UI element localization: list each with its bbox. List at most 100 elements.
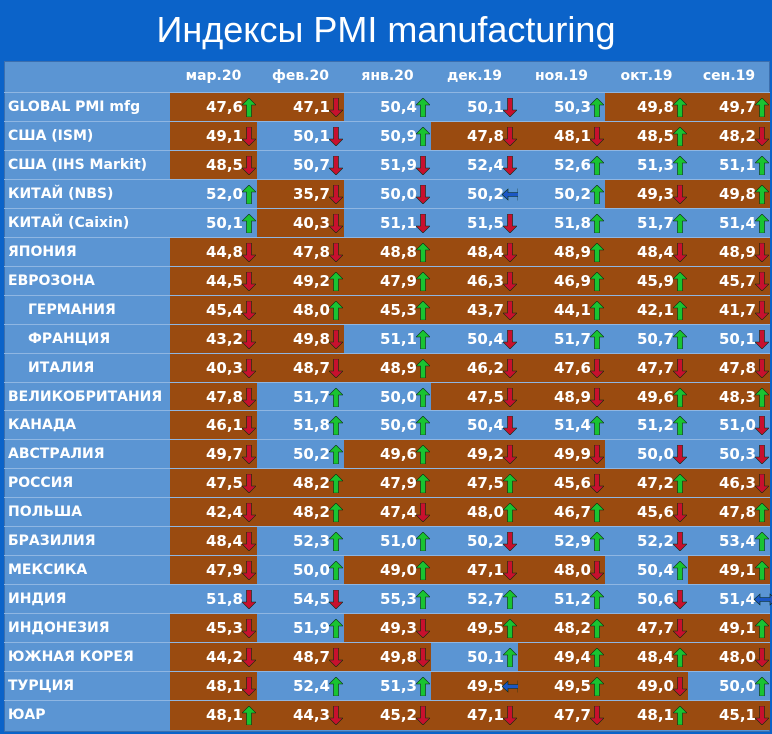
row-divider bbox=[4, 410, 770, 412]
table-cell: 40,3 bbox=[170, 353, 257, 383]
table-cell: 49,7 bbox=[688, 93, 770, 122]
row-label: ЮАР bbox=[8, 706, 46, 723]
cell-value: 47,5 bbox=[466, 474, 504, 493]
table-cell: 47,1 bbox=[431, 556, 518, 586]
trend-down-icon bbox=[416, 619, 430, 639]
trend-up-icon bbox=[755, 387, 769, 407]
trend-up-icon bbox=[416, 329, 430, 349]
cell-value: 53,4 bbox=[718, 532, 756, 551]
table-cell: 40,3 bbox=[257, 208, 344, 238]
cell-value: 50,1 bbox=[292, 126, 330, 145]
trend-up-icon bbox=[416, 358, 430, 378]
cell-value: 48,2 bbox=[292, 474, 330, 493]
column-header: дек.19 bbox=[446, 68, 503, 84]
table-cell: 51,4 bbox=[688, 585, 772, 615]
table-cell: 49,2 bbox=[257, 266, 344, 296]
row-label: GLOBAL PMI mfg bbox=[8, 99, 141, 115]
row-divider bbox=[4, 555, 770, 557]
cell-value: 45,9 bbox=[636, 271, 674, 290]
trend-up-icon bbox=[329, 271, 343, 291]
cell-value: 48,0 bbox=[718, 648, 756, 667]
table-cell: 49,4 bbox=[518, 643, 605, 672]
table-cell: 49,9 bbox=[518, 440, 605, 470]
column-header: ноя.19 bbox=[534, 68, 589, 84]
table-cell: 52,3 bbox=[257, 527, 344, 557]
table-cell: 48,1 bbox=[605, 700, 688, 730]
table-cell: 50,0 bbox=[605, 440, 688, 470]
cell-value: 48,1 bbox=[553, 126, 591, 145]
row-label: РОССИЯ bbox=[8, 475, 74, 492]
table-cell: 55,3 bbox=[344, 585, 431, 615]
cell-value: 54,5 bbox=[292, 590, 330, 609]
cell-value: 45,6 bbox=[636, 503, 674, 522]
table-cell: 48,5 bbox=[605, 121, 688, 151]
trend-down-icon bbox=[416, 155, 430, 175]
row-label: БРАЗИЛИЯ bbox=[8, 533, 96, 550]
column-header: фев.20 bbox=[271, 68, 330, 84]
cell-value: 48,3 bbox=[718, 387, 756, 406]
trend-up-icon bbox=[673, 561, 687, 581]
cell-value: 49,0 bbox=[636, 677, 674, 695]
table-cell: 50,0 bbox=[344, 382, 431, 412]
trend-down-icon bbox=[242, 329, 256, 349]
table-cell: 47,7 bbox=[605, 614, 688, 644]
table-cell: 49,3 bbox=[605, 179, 688, 209]
trend-up-icon bbox=[673, 416, 687, 436]
trend-down-icon bbox=[242, 677, 256, 696]
table-cell: 51,3 bbox=[605, 150, 688, 180]
table-cell: 42,1 bbox=[605, 295, 688, 325]
table-cell: 45,3 bbox=[344, 295, 431, 325]
trend-down-icon bbox=[503, 98, 517, 117]
cell-value: 49,1 bbox=[205, 126, 243, 145]
cell-value: 52,3 bbox=[292, 532, 330, 551]
table-cell: 44,2 bbox=[170, 643, 257, 672]
cell-value: 48,7 bbox=[292, 648, 330, 667]
table-cell: 50,1 bbox=[257, 121, 344, 151]
trend-up-icon bbox=[673, 98, 687, 117]
trend-down-icon bbox=[329, 213, 343, 233]
table-cell: 49,8 bbox=[688, 179, 770, 209]
cell-value: 50,0 bbox=[636, 445, 674, 464]
table-cell: 50,0 bbox=[688, 672, 770, 701]
trend-up-icon bbox=[329, 445, 343, 465]
trend-up-icon bbox=[416, 126, 430, 146]
cell-value: 46,9 bbox=[553, 271, 591, 290]
cell-value: 50,2 bbox=[553, 184, 591, 203]
trend-down-icon bbox=[590, 387, 604, 407]
cell-value: 51,9 bbox=[292, 619, 330, 638]
trend-up-icon bbox=[242, 184, 256, 204]
cell-value: 50,2 bbox=[292, 445, 330, 464]
row-divider bbox=[4, 497, 770, 499]
trend-down-icon bbox=[590, 126, 604, 146]
table-cell: 47,8 bbox=[170, 382, 257, 412]
table-cell: 49,1 bbox=[170, 121, 257, 151]
trend-up-icon bbox=[416, 98, 430, 117]
cell-value: 47,9 bbox=[379, 271, 417, 290]
table-cell: 47,9 bbox=[344, 469, 431, 499]
cell-value: 49,2 bbox=[292, 271, 330, 290]
cell-value: 52,2 bbox=[636, 532, 674, 551]
cell-value: 50,1 bbox=[466, 648, 504, 667]
cell-value: 50,2 bbox=[466, 532, 504, 551]
trend-up-icon bbox=[590, 416, 604, 436]
trend-up-icon bbox=[590, 242, 604, 262]
cell-value: 51,8 bbox=[292, 416, 330, 435]
trend-up-icon bbox=[590, 648, 604, 668]
trend-up-icon bbox=[416, 561, 430, 581]
table-cell: 46,7 bbox=[518, 498, 605, 528]
table-cell: 47,7 bbox=[605, 353, 688, 383]
trend-down-icon bbox=[242, 619, 256, 639]
trend-down-icon bbox=[242, 126, 256, 146]
trend-up-icon bbox=[329, 503, 343, 523]
cell-value: 47,9 bbox=[205, 561, 243, 580]
trend-down-icon bbox=[673, 619, 687, 639]
cell-value: 50,0 bbox=[292, 561, 330, 580]
trend-down-icon bbox=[503, 532, 517, 552]
trend-up-icon bbox=[590, 184, 604, 204]
cell-value: 48,4 bbox=[205, 532, 243, 551]
trend-down-icon bbox=[755, 445, 769, 465]
cell-value: 47,5 bbox=[205, 474, 243, 493]
row-divider bbox=[4, 178, 770, 180]
table-cell: 48,7 bbox=[257, 353, 344, 383]
table-cell: 51,2 bbox=[605, 411, 688, 441]
